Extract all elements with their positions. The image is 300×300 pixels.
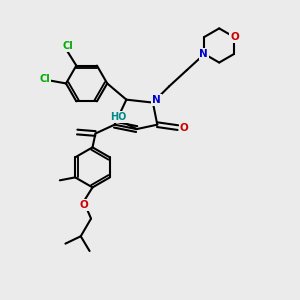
Text: N: N	[200, 49, 208, 59]
Text: O: O	[79, 200, 88, 210]
Text: N: N	[152, 95, 161, 105]
Text: O: O	[230, 32, 239, 42]
Text: O: O	[179, 123, 188, 133]
Text: HO: HO	[110, 112, 126, 122]
Text: Cl: Cl	[63, 41, 74, 51]
Text: Cl: Cl	[39, 74, 50, 84]
